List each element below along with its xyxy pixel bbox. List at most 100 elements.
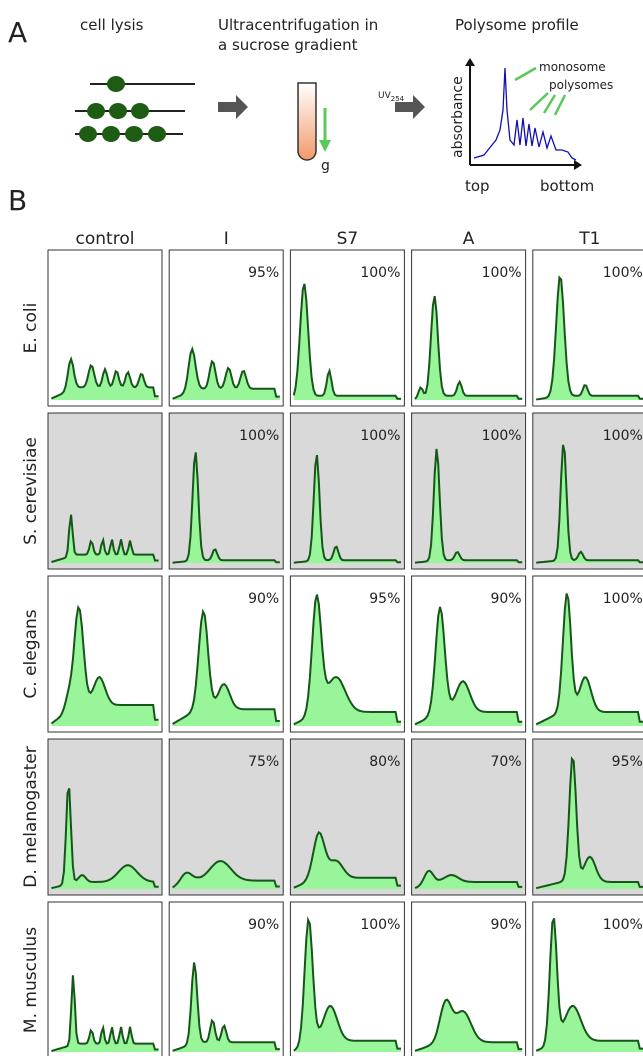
profile-curve (172, 859, 280, 889)
profile-area (293, 832, 401, 889)
percent-label: 100% (482, 265, 522, 281)
percent-label: 100% (239, 428, 279, 444)
percent-label: 100% (360, 265, 400, 281)
percent-label: 100% (360, 428, 400, 444)
profile-area (293, 455, 401, 563)
profile-panel (289, 412, 405, 570)
percent-label: 100% (603, 428, 643, 444)
step-label: a sucrose gradient (218, 36, 358, 54)
percent-label: 100% (603, 265, 643, 281)
panel-label: A (8, 16, 27, 49)
step-label: cell lysis (80, 16, 144, 34)
percent-label: 100% (603, 591, 643, 607)
profile-curve (172, 452, 280, 564)
annotation: monosome (539, 60, 606, 74)
pointer (514, 66, 567, 116)
row-label: E. coli (21, 303, 41, 354)
ribosomes (79, 76, 166, 142)
column-label: control (76, 229, 135, 249)
row-label: M. musculus (21, 927, 41, 1033)
percent-label: 90% (490, 917, 521, 933)
percent-label: 80% (369, 754, 400, 770)
panel-b: B control I S7 A T1 E. coli 95% 100% 100% 100% S. … (8, 184, 643, 1056)
profile-curve (535, 593, 643, 726)
panel-label: B (8, 184, 27, 217)
profile-curve (414, 448, 523, 564)
profile-curve (293, 594, 401, 726)
profile-curve (473, 67, 577, 161)
profile-area (415, 296, 523, 400)
profile-area (415, 606, 523, 726)
profile-curve (414, 998, 523, 1052)
profile-area (172, 452, 280, 563)
column-label: S7 (337, 229, 359, 249)
axis-end: bottom (540, 177, 594, 195)
profile-curve (535, 918, 643, 1052)
profile-area (536, 593, 643, 726)
profile-curve (536, 444, 643, 564)
profile-panel (47, 412, 163, 570)
percent-label: 90% (248, 591, 279, 607)
profile-curve (414, 295, 523, 400)
arrow (395, 95, 425, 119)
annotation: polysomes (549, 78, 613, 92)
profile-panel (532, 412, 643, 570)
column-label: I (224, 229, 229, 249)
percent-label: 75% (248, 754, 279, 770)
profile-curve (292, 283, 401, 400)
axis (465, 58, 475, 66)
step-label: Ultracentrifugation in (218, 16, 378, 34)
profile-area (293, 920, 401, 1052)
row-label: C. elegans (21, 609, 41, 698)
profile-panel (532, 249, 643, 407)
profile-area (293, 283, 401, 400)
profile-area (415, 870, 523, 889)
percent-label: 95% (612, 754, 643, 770)
profile-curve (414, 869, 523, 889)
profile-area (536, 444, 643, 563)
percent-label: 95% (369, 591, 400, 607)
row-label: S. cerevisiae (21, 437, 41, 545)
y-axis-label: absorbance (450, 76, 466, 158)
axis-end: top (465, 177, 490, 195)
percent-label: 90% (248, 917, 279, 933)
profile-curve (51, 514, 159, 563)
row-label: D. melanogaster (21, 746, 41, 887)
panel-a: A cell lysis Ultracentrifugation in a su… (8, 16, 613, 195)
arrow (218, 95, 248, 119)
profile-curve (50, 355, 159, 400)
profile-curve (293, 830, 401, 889)
profile-area (51, 359, 159, 400)
tube (297, 82, 317, 161)
profile-curve (50, 604, 159, 725)
profile-area (172, 861, 280, 889)
profile-curve (172, 608, 280, 725)
axis (574, 160, 582, 170)
profile-curve (293, 916, 401, 1052)
column-label: T1 (578, 229, 600, 249)
profile-area (172, 611, 280, 726)
uv: UV (378, 91, 392, 101)
percent-label: 100% (603, 917, 643, 933)
percent-label: 90% (490, 591, 521, 607)
profile-curve (535, 756, 643, 890)
profile-curve (414, 606, 523, 726)
gravity-arrow (319, 140, 331, 152)
column-label: A (463, 229, 475, 249)
profile-curve (51, 975, 159, 1052)
gravity-label: g (321, 158, 330, 174)
uv-label: UV254 (378, 91, 405, 103)
percent-label: 95% (248, 265, 279, 281)
percent-label: 70% (490, 754, 521, 770)
percent-label: 100% (360, 917, 400, 933)
step-label: Polysome profile (455, 16, 579, 34)
profile-curve (293, 454, 401, 564)
profile-area (51, 607, 159, 726)
profile-panel (411, 738, 527, 896)
profile-area (536, 758, 643, 889)
profile-curve (536, 275, 643, 401)
profile-curve (51, 788, 159, 890)
profile-panel (47, 901, 163, 1056)
profile-area (415, 448, 523, 563)
